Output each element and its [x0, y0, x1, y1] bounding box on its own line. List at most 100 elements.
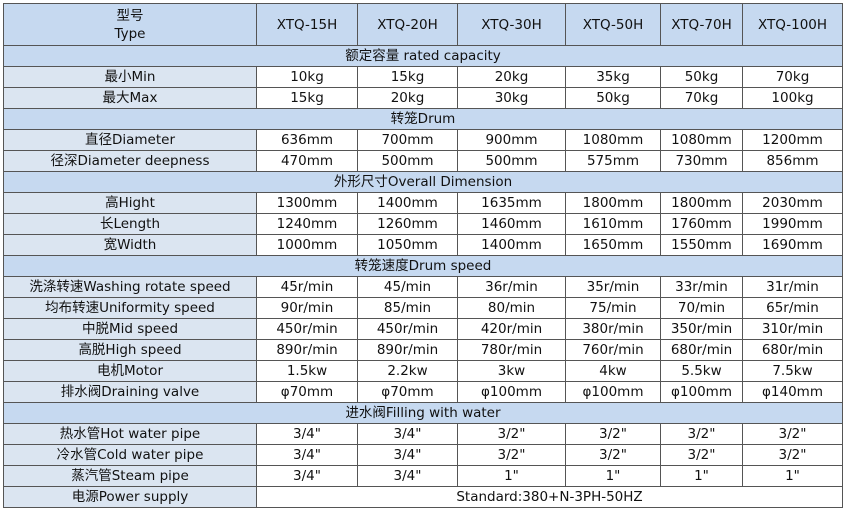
section-title-text: 额定容量 rated capacity: [345, 48, 501, 64]
value-text: 3/4": [293, 468, 321, 484]
value-text: 45r/min: [280, 279, 334, 295]
value-text: 15kg: [290, 90, 324, 106]
value-cell: 1690mm: [742, 234, 843, 256]
value-cell: 1990mm: [742, 213, 843, 235]
value-text: Standard:380+N-3PH-50HZ: [456, 489, 643, 505]
value-cell: 15kg: [357, 66, 458, 88]
value-cell: 3/4": [357, 465, 458, 487]
section-title-text: 转笼速度Drum speed: [354, 258, 492, 274]
model: XTQ-100H: [757, 16, 828, 33]
value-cell: 65r/min: [742, 297, 843, 319]
value-cell: 1": [457, 465, 566, 487]
value-cell: 500mm: [457, 150, 566, 172]
value-text: 1400mm: [481, 237, 542, 253]
spec-row: 均布转速Uniformity speed 90r/min 85/min 80/min 7…: [3, 297, 843, 319]
value-cell: 310r/min: [742, 318, 843, 340]
value-text: 3/2": [687, 447, 716, 463]
label-text: 热水管Hot water pipe: [59, 426, 201, 442]
label-text: 冷水管Cold water pipe: [56, 447, 204, 463]
spec-row: 中脱Mid speed 450r/min 450r/min 420r/min 380r/…: [3, 318, 843, 340]
value-text: 3kw: [497, 363, 526, 379]
label-text: 电机Motor: [96, 363, 163, 379]
value-cell: 1610mm: [565, 213, 661, 235]
row-label: 排水阀Draining valve: [3, 381, 257, 403]
value-cell: 856mm: [742, 150, 843, 172]
value-text: 575mm: [586, 153, 640, 169]
value-cell: 3/2": [457, 444, 566, 466]
spec-row: 蒸汽管Steam pipe 3/4" 3/4" 1" 1" 1" 1": [3, 465, 843, 487]
value-cell: 730mm: [660, 150, 743, 172]
value-cell: 420r/min: [457, 318, 566, 340]
value-cell: 1760mm: [660, 213, 743, 235]
value-text: 890r/min: [376, 342, 439, 358]
value-text: 780r/min: [480, 342, 543, 358]
value-text: 31r/min: [766, 279, 819, 295]
value-cell: 380r/min: [565, 318, 661, 340]
value-text: 1": [605, 468, 621, 484]
row-label: 径深Diameter deepness: [3, 150, 257, 172]
value-cell: 70/min: [660, 297, 743, 319]
value-text: 35kg: [596, 69, 630, 85]
value-cell: 50kg: [660, 66, 743, 88]
value-text: 3/2": [778, 426, 807, 442]
value-text: 636mm: [280, 132, 334, 148]
value-cell: 500mm: [357, 150, 458, 172]
value-text: 350r/min: [670, 321, 733, 337]
value-cell: 7.5kw: [742, 360, 843, 382]
value-cell: 1400mm: [357, 192, 458, 214]
value-cell: 760r/min: [565, 339, 661, 361]
value-text: φ140mm: [762, 384, 823, 400]
model: XTQ-70H: [671, 16, 732, 33]
row-label: 冷水管Cold water pipe: [3, 444, 257, 466]
value-cell: 90r/min: [256, 297, 358, 319]
value-cell: 1080mm: [565, 129, 661, 151]
value-cell: 3/4": [256, 465, 358, 487]
value-text: 30kg: [494, 90, 529, 106]
label-text: 蒸汽管Steam pipe: [71, 468, 189, 484]
value-cell: φ100mm: [565, 381, 661, 403]
footer-row: 电源Power supply Standard:380+N-3PH-50HZ: [3, 486, 843, 508]
row-label: 最小Min: [3, 66, 257, 88]
value-text: 70kg: [684, 90, 719, 106]
value-cell: 36r/min: [457, 276, 566, 298]
value-text: 20kg: [390, 90, 425, 106]
value-cell: 1050mm: [357, 234, 458, 256]
section-title: 进水阀Filling with water: [3, 402, 843, 424]
value-cell: φ140mm: [742, 381, 843, 403]
value-cell: 15kg: [256, 87, 358, 109]
section-row: 外形尺寸Overall Dimension: [3, 171, 843, 193]
value-text: 450r/min: [276, 321, 338, 337]
spec-row: 冷水管Cold water pipe 3/4" 3/4" 3/2" 3/2" 3/2" 3/…: [3, 444, 843, 466]
section-title-text: 进水阀Filling with water: [345, 405, 501, 421]
value-cell: 1635mm: [457, 192, 566, 214]
row-label: 均布转速Uniformity speed: [3, 297, 257, 319]
value-cell: 470mm: [256, 150, 358, 172]
value-text: 36r/min: [485, 279, 538, 295]
value-cell: 890r/min: [357, 339, 458, 361]
value-cell: 3/4": [256, 444, 358, 466]
value-cell: 900mm: [457, 129, 566, 151]
value-cell: 3/2": [742, 423, 843, 445]
value-text: 1650mm: [582, 237, 644, 253]
section-title-text: 转笼Drum: [390, 111, 456, 127]
value-text: 75/min: [589, 300, 637, 316]
spec-row: 热水管Hot water pipe 3/4" 3/4" 3/2" 3/2" 3/2" 3/2…: [3, 423, 843, 445]
row-label: 中脱Mid speed: [3, 318, 257, 340]
value-text: 50kg: [596, 90, 630, 106]
value-text: 1690mm: [762, 237, 823, 253]
value-cell: 1400mm: [457, 234, 566, 256]
value-cell: 20kg: [457, 66, 566, 88]
value-cell: 85/min: [357, 297, 458, 319]
value-cell: 35kg: [565, 66, 661, 88]
label-text: 电源Power supply: [71, 489, 189, 505]
value-text: 1080mm: [671, 132, 732, 148]
value-cell: 3/2": [742, 444, 843, 466]
row-label: 宽Width: [3, 234, 257, 256]
value-cell: 3/2": [660, 444, 743, 466]
section-title: 转笼速度Drum speed: [3, 255, 843, 277]
value-text: 3/2": [687, 426, 716, 442]
value-cell: 350r/min: [660, 318, 743, 340]
value-text: 1635mm: [481, 195, 542, 211]
value-text: 3/4": [293, 447, 321, 463]
